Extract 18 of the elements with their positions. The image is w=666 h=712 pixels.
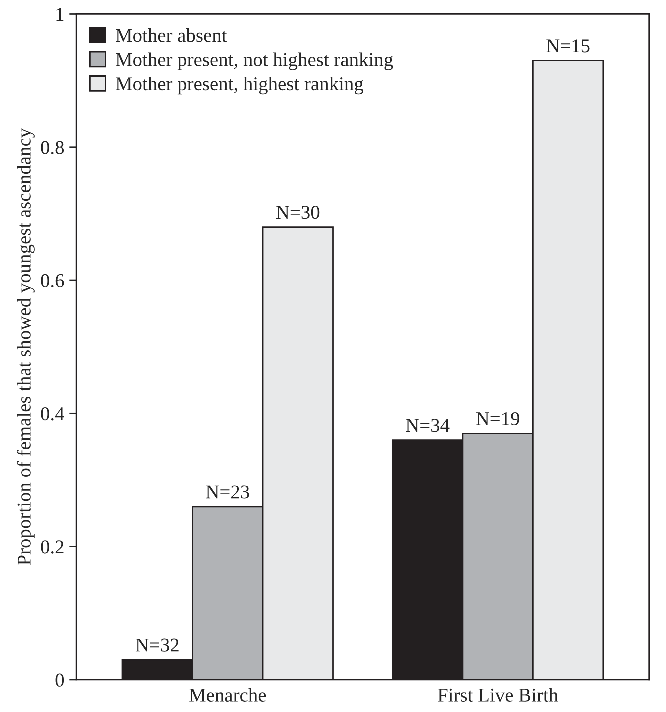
y-tick-label: 0.8: [41, 141, 64, 154]
y-axis-title: Proportion of females that showed youngest ascendancy: [17, 128, 35, 566]
annotation: N=23: [206, 486, 250, 499]
annotation: N=15: [546, 40, 590, 53]
y-tick-label: 0.2: [41, 540, 64, 554]
y-tick-label: 1: [56, 8, 64, 21]
legend-label: Mother present, highest ranking: [116, 76, 364, 95]
legend-label: Mother absent: [116, 28, 228, 42]
x-tick-label: Menarche: [190, 688, 266, 702]
y-tick-label: 0.6: [41, 274, 64, 288]
x-tick-label: First Live Birth: [438, 688, 558, 702]
annotation: N=30: [276, 206, 320, 220]
y-tick-label: 0: [56, 674, 64, 687]
legend-label: Mother present, not highest ranking: [116, 52, 394, 70]
annotation: N=19: [476, 412, 520, 426]
y-tick-label: 0.4: [41, 407, 64, 421]
annotation: N=34: [406, 419, 450, 432]
annotation: N=32: [136, 638, 179, 652]
